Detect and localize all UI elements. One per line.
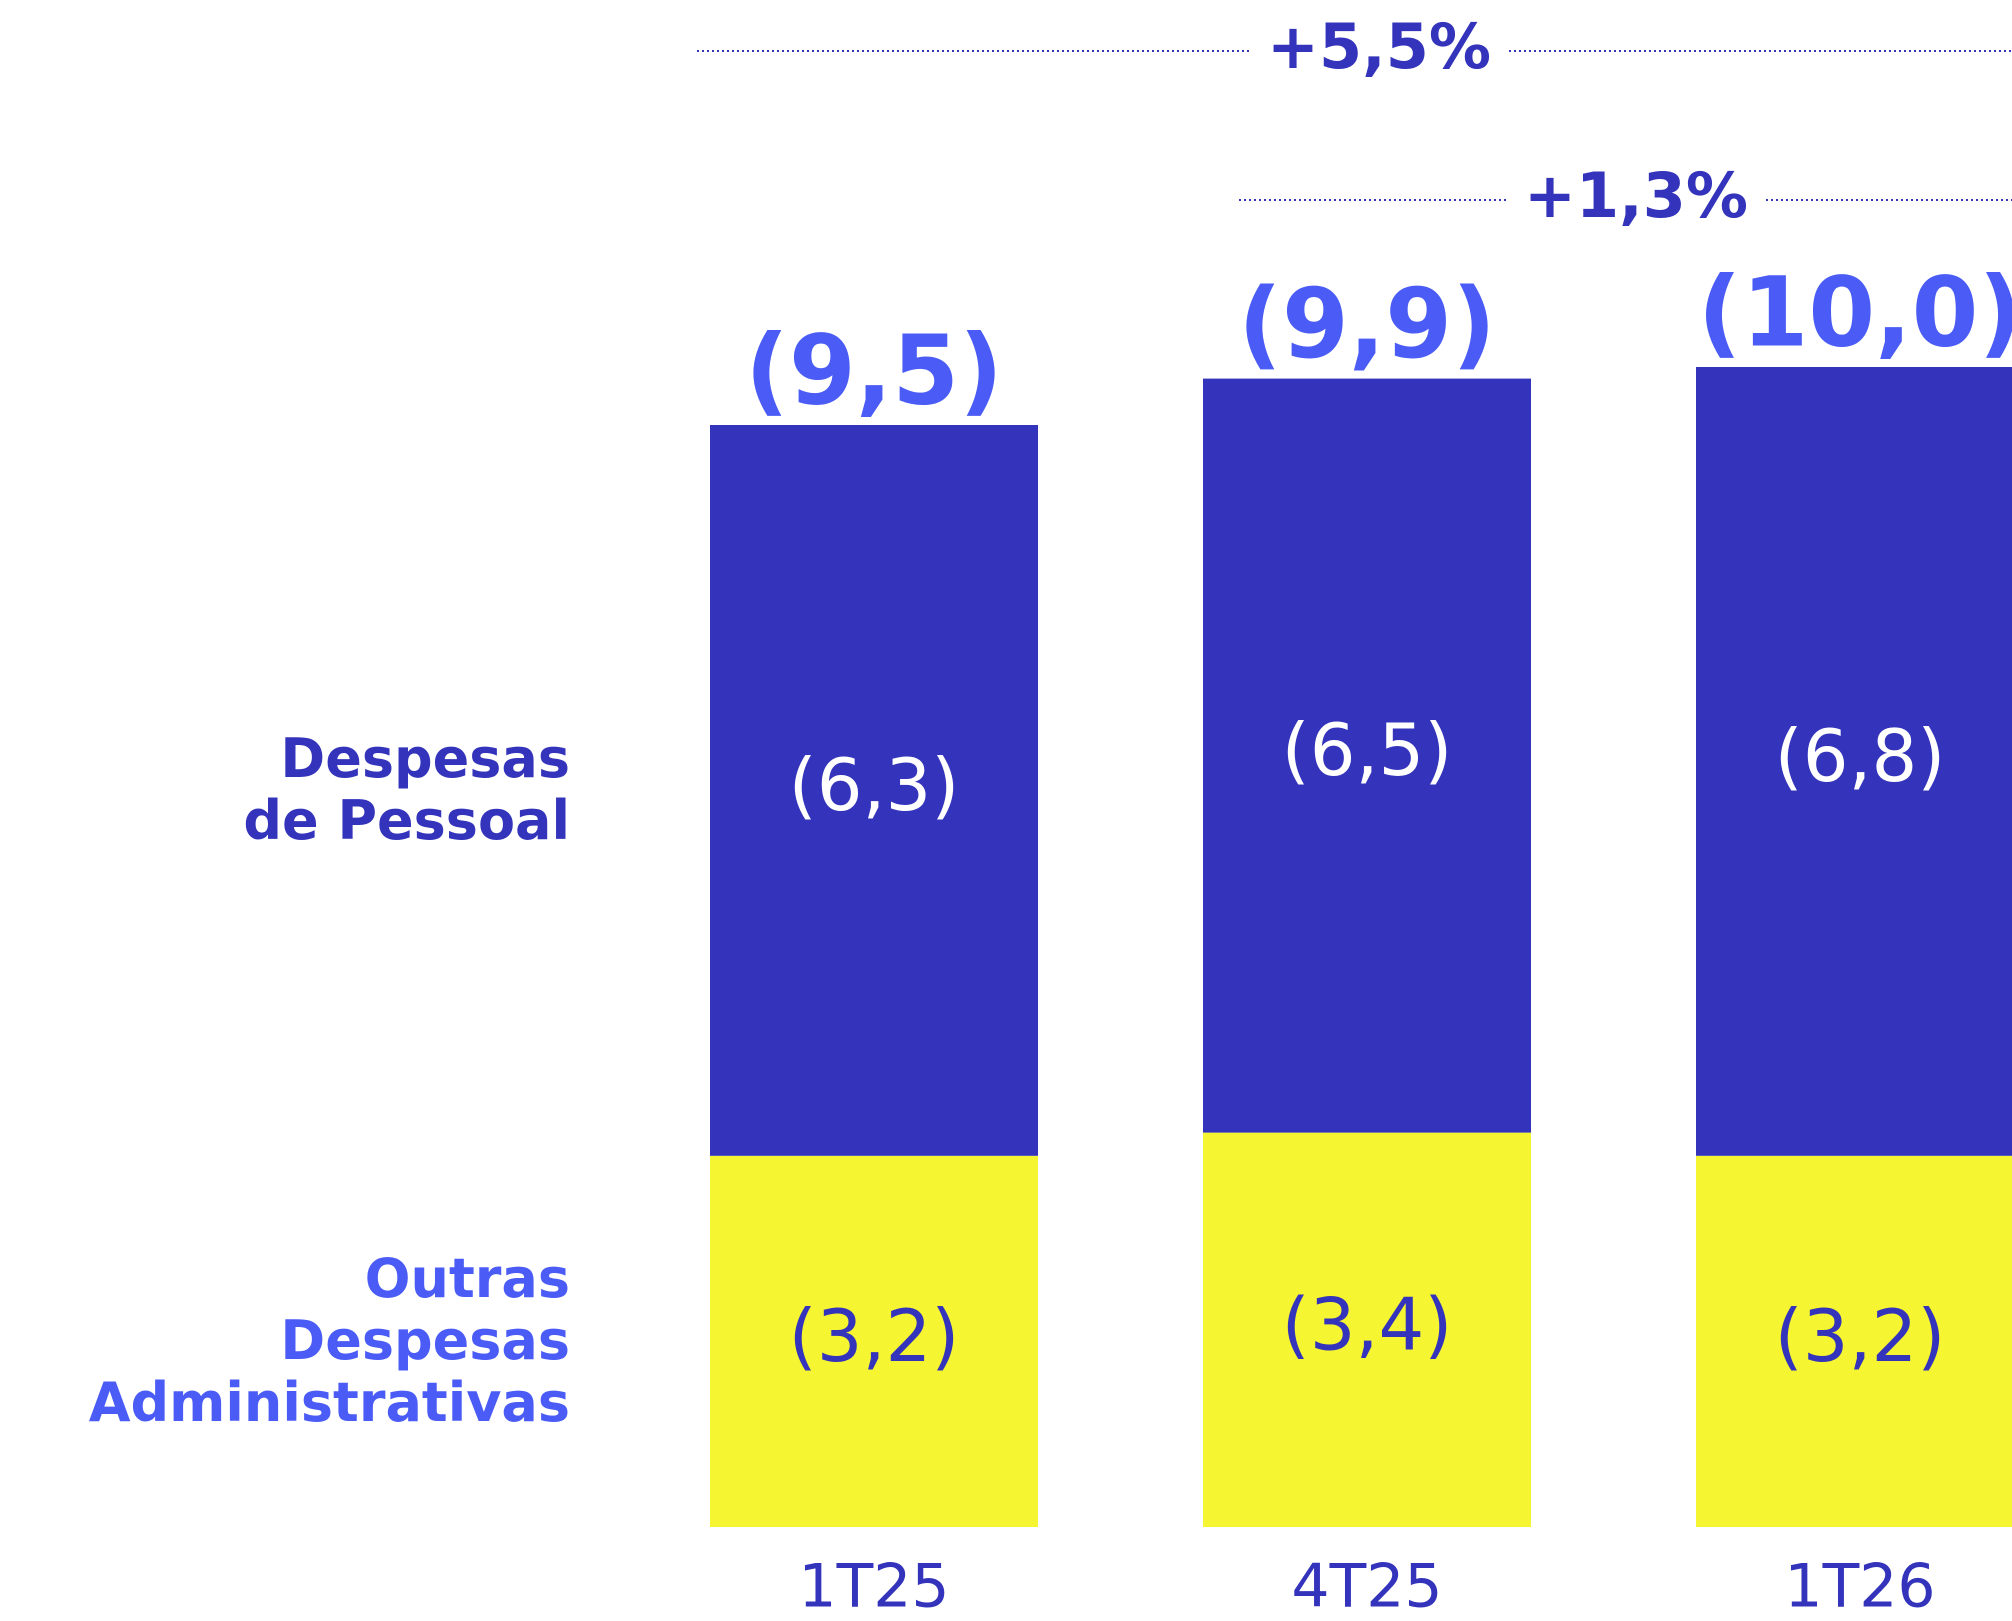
- x-tick-label: 1T26: [1784, 1552, 1935, 1621]
- legend-label: Outras Despesas Administrativas: [88, 1247, 570, 1435]
- total-label: (10,0): [1698, 256, 2012, 368]
- annotation: +1,3%: [1524, 159, 1748, 232]
- total-label: (9,5): [745, 314, 1003, 426]
- value-label: (3,2): [789, 1294, 960, 1378]
- x-tick-label: 1T25: [798, 1552, 949, 1621]
- bar-segment: [710, 425, 1038, 1156]
- value-label: (6,8): [1775, 714, 1946, 798]
- value-label: (6,3): [789, 743, 960, 827]
- value-label: (3,4): [1282, 1282, 1453, 1366]
- bar-segment: [710, 1155, 1038, 1527]
- bar-segment: [1203, 1132, 1531, 1527]
- value-label: (3,2): [1775, 1294, 1946, 1378]
- x-tick-label: 4T25: [1291, 1552, 1442, 1621]
- bar-segment: [1696, 367, 2012, 1156]
- annotation: +5,5%: [1267, 10, 1491, 83]
- bar-segment: [1203, 378, 1531, 1133]
- value-label: (6,5): [1282, 708, 1453, 792]
- total-label: (9,9): [1238, 268, 1496, 380]
- bar-segment: [1696, 1155, 2012, 1527]
- legend-label: Despesas de Pessoal: [243, 727, 570, 853]
